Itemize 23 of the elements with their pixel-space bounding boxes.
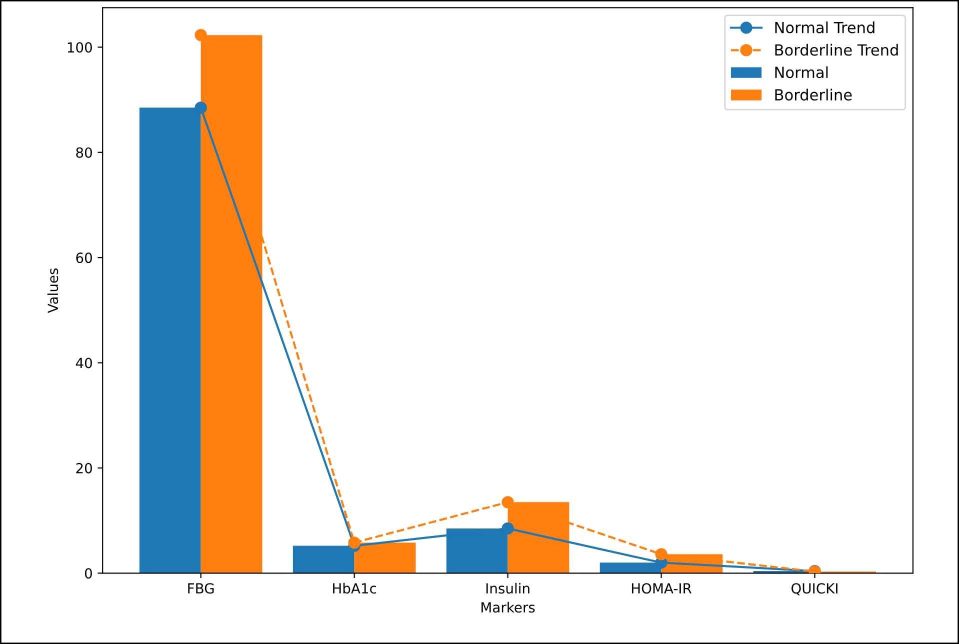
x-tick-label: QUICKI <box>791 583 838 596</box>
legend-label: Normal Trend <box>775 21 874 34</box>
point <box>348 536 360 549</box>
point <box>502 522 514 535</box>
y-tick-label: 0 <box>84 568 92 579</box>
x-tick-label: FBG <box>188 583 214 594</box>
legend-label: Borderline Trend <box>775 44 898 56</box>
x-tick-label: HbA1c <box>333 582 376 594</box>
point <box>502 496 514 508</box>
y-tick-label: 20 <box>76 462 92 474</box>
point <box>194 29 207 42</box>
x-tick-label: Insulin <box>486 582 530 594</box>
y-tick-label: 60 <box>76 252 92 264</box>
point <box>194 102 207 114</box>
y-tick-label: 40 <box>76 358 92 368</box>
y-tick-label: 100 <box>68 42 92 53</box>
point <box>655 548 668 560</box>
legend-label: Borderline <box>775 88 852 101</box>
legend-label: Normal <box>775 66 828 78</box>
y-axis-title: Values <box>47 268 58 314</box>
x-axis-title: Markers <box>482 602 535 613</box>
y-tick-label: 80 <box>76 147 92 158</box>
x-tick-label: HOMA-IR <box>632 583 692 594</box>
